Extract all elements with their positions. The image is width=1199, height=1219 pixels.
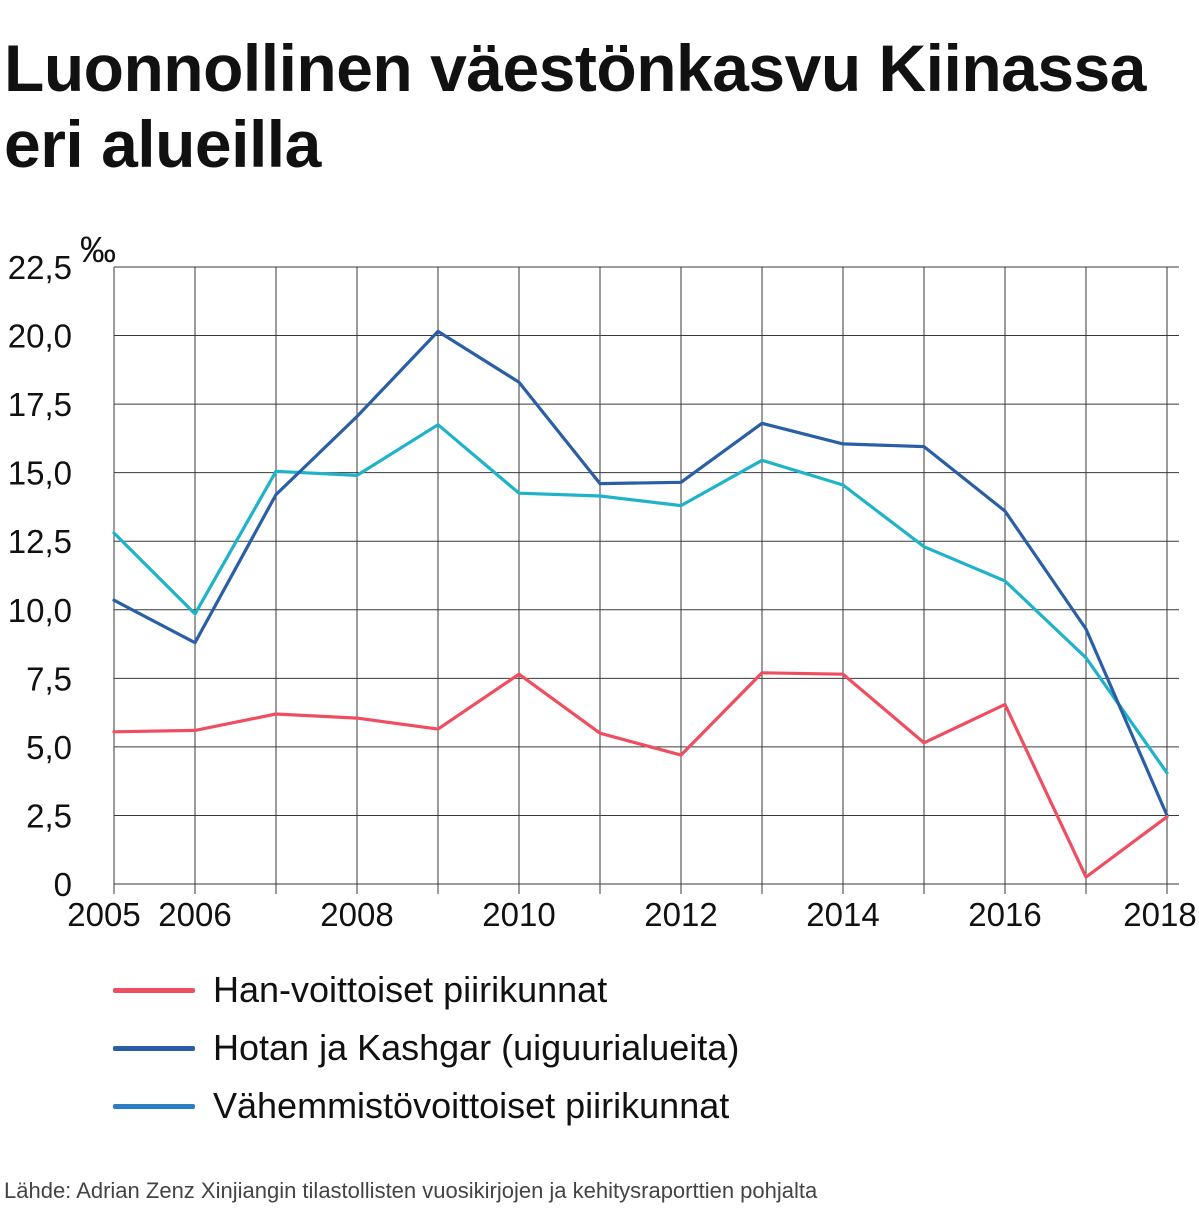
x-tick-label: 2018	[1123, 896, 1196, 933]
y-tick-label: 17,5	[8, 386, 72, 423]
y-tick-label: 12,5	[8, 523, 72, 560]
grid	[113, 266, 1179, 894]
legend-label-hotan-kashgar: Hotan ja Kashgar (uiguurialueita)	[213, 1027, 740, 1068]
y-axis-ticks: 0 2,5 5,0 7,5 10,0 12,5 15,0 17,5 20,0 22,5	[8, 249, 72, 903]
legend-swatch-minority	[113, 1104, 195, 1109]
x-tick-label: 2016	[968, 896, 1041, 933]
legend-swatch-hotan-kashgar	[113, 1046, 195, 1051]
series-line-hotan-kashgar	[112, 329, 1169, 818]
legend-item-hotan-kashgar: Hotan ja Kashgar (uiguurialueita)	[113, 1020, 913, 1080]
y-tick-label: 20,0	[8, 318, 72, 355]
y-axis-unit-label: ‰	[80, 229, 116, 270]
x-tick-label: 2012	[644, 896, 717, 933]
y-tick-label: 2,5	[26, 797, 72, 834]
y-tick-label: 22,5	[8, 249, 72, 286]
legend-item-minority: Vähemmistövoittoiset piirikunnat	[113, 1078, 913, 1138]
series-line-minority	[112, 423, 1169, 775]
y-tick-label: 15,0	[8, 455, 72, 492]
x-tick-label: 2014	[806, 896, 879, 933]
legend-item-han: Han-voittoiset piirikunnat	[113, 962, 913, 1022]
x-tick-label: 2010	[482, 896, 555, 933]
x-tick-label: 2005	[67, 896, 140, 933]
series-lines	[112, 329, 1169, 879]
page-title: Luonnollinen väestönkasvu Kiinassa eri a…	[4, 31, 1146, 181]
legend-label-han: Han-voittoiset piirikunnat	[213, 969, 608, 1010]
legend-label-minority: Vähemmistövoittoiset piirikunnat	[213, 1085, 730, 1126]
legend-swatch-han	[113, 988, 195, 993]
series-line-han	[112, 671, 1169, 879]
y-tick-label: 10,0	[8, 592, 72, 629]
x-tick-label: 2006	[158, 896, 231, 933]
y-tick-label: 5,0	[26, 729, 72, 766]
y-tick-label: 7,5	[26, 660, 72, 697]
y-tick-label: 0	[54, 866, 72, 903]
x-axis-ticks: 2005 2006 2008 2010 2012 2014 2016 2018	[67, 896, 1196, 933]
x-tick-label: 2008	[320, 896, 393, 933]
line-chart: 02,55,07,510,012,515,017,520,022,5 2005 2…	[8, 229, 1197, 933]
source-note: Lähde: Adrian Zenz Xinjiangin tilastolli…	[4, 1178, 818, 1203]
